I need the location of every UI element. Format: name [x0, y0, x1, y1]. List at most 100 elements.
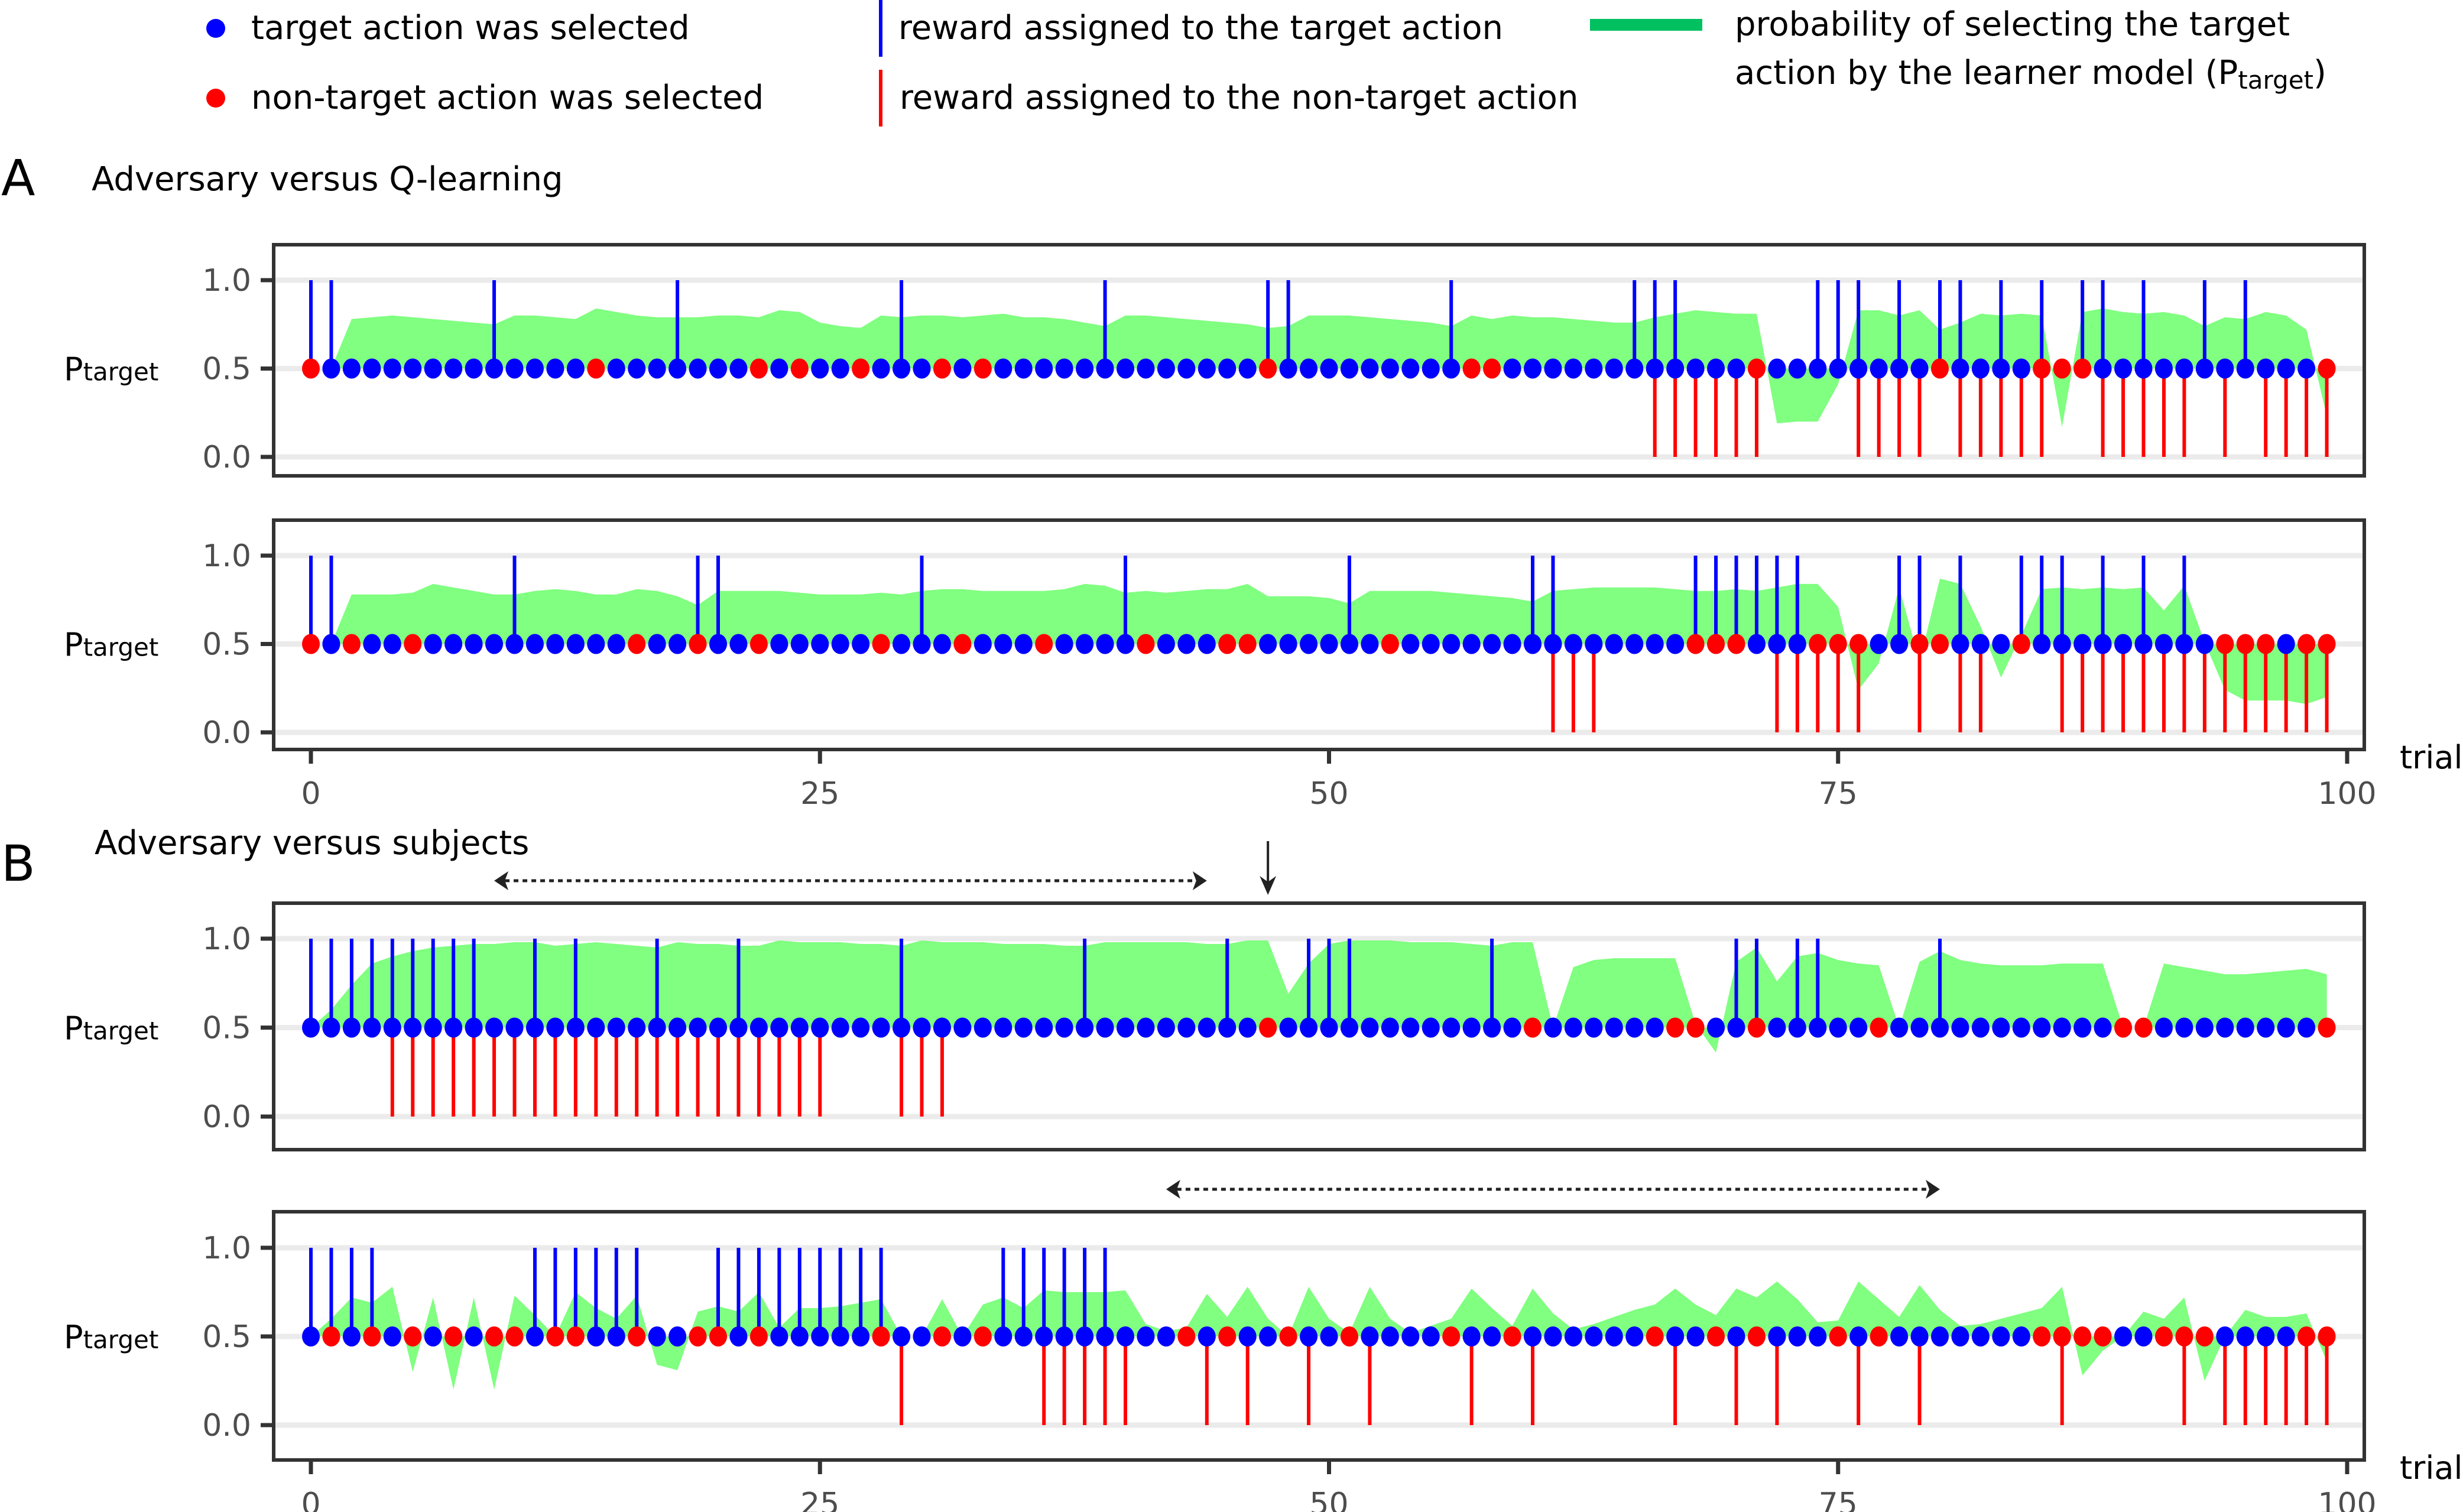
- target-selected-dot: [648, 358, 666, 379]
- nontarget-selected-dot: [2094, 1326, 2112, 1346]
- nontarget-selected-dot: [628, 1326, 646, 1346]
- target-selected-dot: [1524, 634, 1542, 654]
- target-selected-dot: [1300, 1017, 1318, 1038]
- target-selected-dot: [1992, 358, 2010, 379]
- nontarget-selected-dot: [749, 358, 768, 379]
- nontarget-selected-dot: [872, 634, 890, 654]
- y-tick-label: 0.5: [202, 1011, 251, 1046]
- nontarget-selected-dot: [2073, 1326, 2092, 1346]
- target-selected-dot: [2175, 634, 2193, 654]
- target-selected-dot: [2216, 358, 2234, 379]
- y-axis-label: Ptarget: [64, 1319, 158, 1356]
- nontarget-selected-dot: [1870, 1017, 1888, 1038]
- target-selected-dot: [648, 634, 666, 654]
- target-selected-dot: [1971, 634, 1990, 654]
- target-selected-dot: [1849, 358, 1868, 379]
- target-selected-dot: [729, 634, 748, 654]
- target-selected-dot: [1117, 1017, 1134, 1038]
- nontarget-selected-dot: [1137, 634, 1155, 654]
- target-selected-dot: [566, 634, 585, 654]
- nontarget-selected-dot: [852, 358, 870, 379]
- target-selected-dot: [1564, 1017, 1582, 1038]
- nontarget-selected-dot: [1910, 634, 1929, 654]
- target-selected-dot: [790, 634, 809, 654]
- target-selected-dot: [1259, 634, 1277, 654]
- arrow-left-icon: [494, 871, 509, 890]
- target-selected-dot: [1035, 358, 1053, 379]
- nontarget-selected-dot: [302, 358, 320, 379]
- target-selected-dot: [525, 358, 544, 379]
- nontarget-selected-dot: [1707, 1326, 1725, 1346]
- nontarget-selected-dot: [1524, 1017, 1542, 1038]
- target-selected-dot: [729, 1326, 748, 1346]
- target-selected-dot: [790, 1017, 809, 1038]
- target-selected-dot: [1076, 1017, 1094, 1038]
- panel-frame: [272, 518, 2366, 751]
- arrow-right-icon: [1192, 871, 1207, 890]
- target-selected-dot: [525, 634, 544, 654]
- target-selected-dot: [1646, 358, 1664, 379]
- target-selected-dot: [852, 1326, 870, 1346]
- target-selected-dot: [709, 358, 727, 379]
- target-selected-dot: [322, 358, 340, 379]
- target-selected-dot: [2195, 634, 2214, 654]
- target-selected-dot: [852, 634, 870, 654]
- target-selected-dot: [1564, 634, 1582, 654]
- target-selected-dot: [1666, 1326, 1685, 1346]
- target-selected-dot: [1585, 1326, 1603, 1346]
- target-selected-dot: [383, 1326, 401, 1346]
- target-selected-dot: [342, 1017, 361, 1038]
- panel-frame: [272, 901, 2366, 1151]
- nontarget-selected-dot: [2012, 634, 2030, 654]
- target-selected-dot: [770, 1017, 788, 1038]
- target-selected-dot: [1381, 358, 1399, 379]
- panel-a1: 0.0 0.5 1.0 Ptarget: [64, 243, 2366, 478]
- target-selected-dot: [1198, 1326, 1216, 1346]
- target-selected-dot: [2236, 1017, 2254, 1038]
- nontarget-selected-dot: [2297, 634, 2316, 654]
- target-selected-dot: [1524, 358, 1542, 379]
- target-selected-dot: [1340, 358, 1358, 379]
- target-selected-dot: [933, 1017, 951, 1038]
- target-selected-dot: [1931, 1017, 1949, 1038]
- y-tick-label: 1.0: [202, 922, 251, 957]
- target-selected-dot: [1422, 358, 1440, 379]
- target-selected-dot: [2195, 1017, 2214, 1038]
- target-selected-dot: [2154, 634, 2173, 654]
- nontarget-selected-dot: [933, 358, 951, 379]
- target-selected-dot: [1686, 1326, 1705, 1346]
- nontarget-selected-dot: [1381, 634, 1399, 654]
- target-selected-dot: [1870, 358, 1888, 379]
- legend-green-band-icon: [1590, 19, 1702, 31]
- target-selected-dot: [1788, 1326, 1806, 1346]
- section-letter-b: B: [1, 835, 35, 893]
- target-selected-dot: [2297, 358, 2316, 379]
- target-selected-dot: [831, 1326, 849, 1346]
- target-selected-dot: [383, 1017, 401, 1038]
- target-selected-dot: [465, 634, 483, 654]
- target-selected-dot: [1605, 358, 1623, 379]
- target-selected-dot: [1605, 1017, 1623, 1038]
- target-selected-dot: [1096, 358, 1114, 379]
- target-selected-dot: [1544, 358, 1562, 379]
- panel-b1: 0.0 0.5 1.0 Ptarget: [64, 841, 2366, 1151]
- target-selected-dot: [2012, 1326, 2030, 1346]
- target-selected-dot: [1218, 358, 1237, 379]
- target-selected-dot: [2277, 634, 2295, 654]
- target-selected-dot: [669, 1017, 687, 1038]
- probability-area: [311, 1281, 2327, 1390]
- target-selected-dot: [1279, 358, 1297, 379]
- nontarget-selected-dot: [1218, 634, 1237, 654]
- nontarget-selected-dot: [1727, 634, 1745, 654]
- target-selected-dot: [1442, 1017, 1461, 1038]
- target-selected-dot: [1014, 1017, 1033, 1038]
- target-selected-dot: [2216, 1017, 2234, 1038]
- target-selected-dot: [566, 1017, 585, 1038]
- target-selected-dot: [383, 634, 401, 654]
- target-selected-dot: [1544, 634, 1562, 654]
- target-selected-dot: [2236, 1326, 2254, 1346]
- target-selected-dot: [1768, 634, 1786, 654]
- target-selected-dot: [811, 634, 829, 654]
- legend-red-dot-icon: [206, 89, 225, 108]
